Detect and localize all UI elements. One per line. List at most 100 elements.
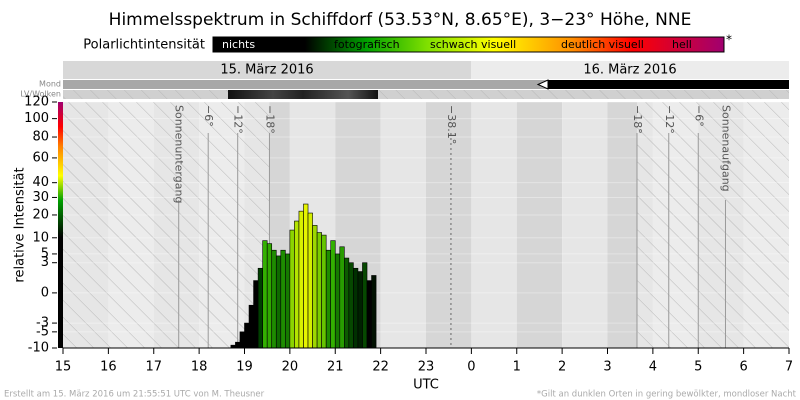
legend-title: Polarlichtintensität xyxy=(83,38,205,53)
x-tick-label: 20 xyxy=(282,360,299,375)
y-tick-label: 40 xyxy=(32,175,49,190)
bar xyxy=(248,304,254,349)
cloud-row xyxy=(63,90,789,99)
plot-area: Sonnenuntergang −6° −12° −18° −38.1° −18° −12°… xyxy=(63,101,789,349)
bar xyxy=(285,253,291,349)
x-tick-label: 2 xyxy=(558,360,566,375)
y-tick-label: 3 xyxy=(41,255,49,270)
y-tick-label: 20 xyxy=(32,207,49,222)
hour-band xyxy=(562,102,608,348)
row-label: LV/Wolken xyxy=(20,90,61,99)
bar xyxy=(348,262,354,349)
bar xyxy=(353,267,359,349)
marker-label: −18° xyxy=(631,105,644,134)
hour-band xyxy=(471,102,517,348)
date-box xyxy=(63,61,471,79)
x-tick-label: 19 xyxy=(236,360,253,375)
x-tick-label: 5 xyxy=(694,360,702,375)
bar xyxy=(312,225,318,349)
marker-label: −12° xyxy=(663,105,676,134)
bar xyxy=(357,271,363,349)
bar xyxy=(294,220,300,349)
bar xyxy=(330,240,336,349)
x-tick-label: 21 xyxy=(327,360,344,375)
bar xyxy=(366,280,372,349)
legend-label: deutlich visuell xyxy=(561,38,644,51)
legend-label: fotografisch xyxy=(334,38,400,51)
bar xyxy=(235,341,241,349)
y-axis-label: relative Intensität xyxy=(13,167,28,282)
bar xyxy=(298,210,304,349)
bar xyxy=(362,262,368,349)
y-tick-label: -10 xyxy=(28,341,49,356)
bar xyxy=(244,322,250,349)
bar xyxy=(257,267,263,349)
bar xyxy=(303,203,309,349)
y-tick-label: -5 xyxy=(36,324,49,339)
marker-label: −12° xyxy=(232,105,245,134)
bar xyxy=(289,229,295,349)
bar xyxy=(344,257,350,349)
bar xyxy=(321,234,327,349)
x-tick-label: 16 xyxy=(100,360,117,375)
twilight-hatch xyxy=(63,102,270,348)
intensity-strip xyxy=(58,102,63,348)
x-tick-label: 22 xyxy=(372,360,389,375)
row-label: Mond xyxy=(39,80,61,89)
y-tick-label: 100 xyxy=(24,111,49,126)
hour-band xyxy=(426,102,472,348)
bar xyxy=(239,331,245,349)
moon-arrow xyxy=(536,79,549,90)
marker-label: Sonnenuntergang xyxy=(173,105,186,203)
legend-label: nichts xyxy=(222,38,255,51)
x-tick-label: 15 xyxy=(55,360,72,375)
chart-title: Himmelsspektrum in Schiffdorf (53.53°N, … xyxy=(109,10,692,30)
twilight-hatch xyxy=(636,102,789,348)
y-tick-label: -3 xyxy=(36,316,49,331)
bar xyxy=(307,212,313,349)
x-tick-label: 4 xyxy=(649,360,657,375)
legend-note: * xyxy=(726,33,732,47)
x-tick-label: 6 xyxy=(739,360,747,375)
marker-label: −6° xyxy=(692,105,705,127)
footer-right: *Gilt an dunklen Orten in gering bewölkt… xyxy=(537,390,797,400)
marker-label: Sonnenaufgang xyxy=(719,105,732,192)
cloud-row xyxy=(228,90,378,99)
legend-colorbar xyxy=(212,36,725,53)
x-tick-label: 3 xyxy=(603,360,611,375)
x-axis-label: UTC xyxy=(413,378,439,393)
x-tick-label: 1 xyxy=(513,360,521,375)
bar xyxy=(325,249,332,349)
moon-row xyxy=(548,80,789,89)
bar xyxy=(262,240,268,349)
footer-left: Erstellt am 15. März 2016 um 21:55:51 UT… xyxy=(4,390,265,400)
y-tick-label: 5 xyxy=(41,246,49,261)
bar xyxy=(339,246,345,349)
x-tick-label: 17 xyxy=(145,360,162,375)
hour-band xyxy=(516,102,563,348)
y-tick-label: 0 xyxy=(41,285,49,300)
y-tick-label: 120 xyxy=(24,95,49,110)
hour-band xyxy=(380,102,426,348)
x-tick-label: 0 xyxy=(467,360,475,375)
bar xyxy=(371,275,377,349)
date-label: 15. März 2016 xyxy=(220,63,313,78)
bar xyxy=(334,253,341,349)
date-label: 16. März 2016 xyxy=(583,63,676,78)
moon-row xyxy=(63,80,548,89)
y-tick-label: 30 xyxy=(32,190,49,205)
legend-label: hell xyxy=(672,38,692,51)
y-tick-label: 80 xyxy=(32,130,49,145)
x-tick-label: 7 xyxy=(785,360,793,375)
bar xyxy=(275,255,282,349)
y-tick-label: 60 xyxy=(32,150,49,165)
bar xyxy=(266,243,273,349)
bar xyxy=(271,249,277,349)
x-tick-label: 18 xyxy=(191,360,208,375)
y-tick-label: 10 xyxy=(32,230,49,245)
bar xyxy=(316,232,322,349)
marker-label: −38.1° xyxy=(445,105,458,144)
x-tick-label: 23 xyxy=(418,360,435,375)
marker-label: −6° xyxy=(202,105,215,127)
